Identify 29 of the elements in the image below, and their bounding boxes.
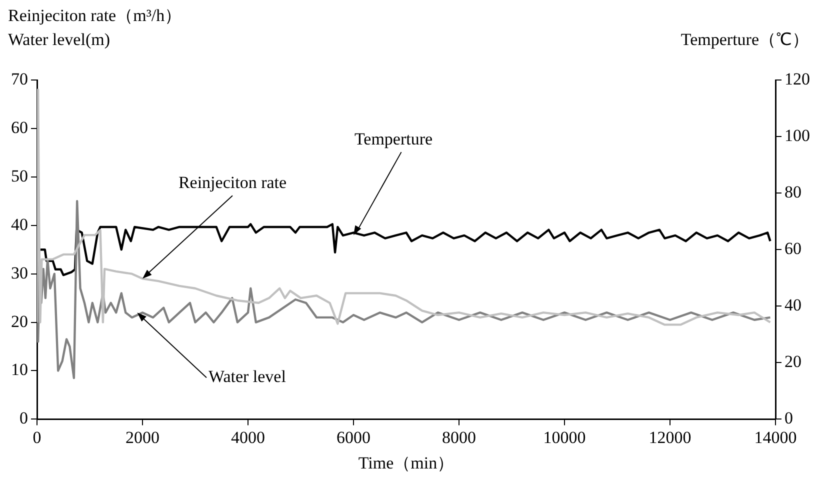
annotation: Temperture	[354, 130, 433, 149]
annotation: Water level	[208, 367, 286, 386]
y2-tick-label: 120	[784, 69, 810, 88]
x-tick-label: 12000	[648, 428, 692, 447]
y-tick-label: 60	[11, 118, 28, 137]
y-tick-label: 30	[11, 263, 28, 282]
x-tick-label: 0	[32, 428, 42, 447]
y-tick-label: 20	[11, 312, 28, 331]
y-tick-label: 70	[11, 69, 28, 88]
annotation: Reinjeciton rate	[178, 173, 287, 192]
x-tick-label: 10000	[543, 428, 586, 447]
y-tick-label: 40	[11, 214, 28, 234]
x-axis-title: Time（min）	[358, 453, 454, 472]
y-tick-label: 10	[11, 360, 28, 380]
x-tick-label: 6000	[336, 428, 370, 447]
y-tick-label: 50	[11, 166, 28, 186]
x-tick-label: 8000	[442, 428, 476, 447]
x-tick-label: 2000	[126, 428, 160, 447]
y2-axis-title: Temperture（℃）	[680, 29, 809, 51]
y2-tick-label: 60	[784, 239, 802, 258]
y2-tick-label: 100	[784, 126, 810, 145]
y2-tick-label: 20	[784, 352, 802, 372]
y-axis-title: Reinjeciton rate（m³/h） Water level(m)	[8, 5, 182, 51]
x-tick-label: 14000	[754, 428, 797, 447]
y-tick-label: 0	[20, 408, 28, 428]
x-tick-label: 4000	[231, 428, 265, 447]
y2-tick-label: 40	[784, 296, 802, 315]
y2-tick-label: 80	[784, 182, 802, 202]
y2-tick-label: 0	[784, 408, 793, 428]
